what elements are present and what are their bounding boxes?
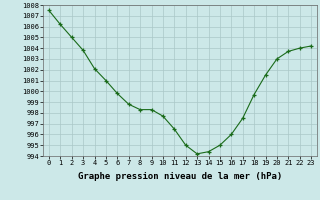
X-axis label: Graphe pression niveau de la mer (hPa): Graphe pression niveau de la mer (hPa) [78,172,282,181]
